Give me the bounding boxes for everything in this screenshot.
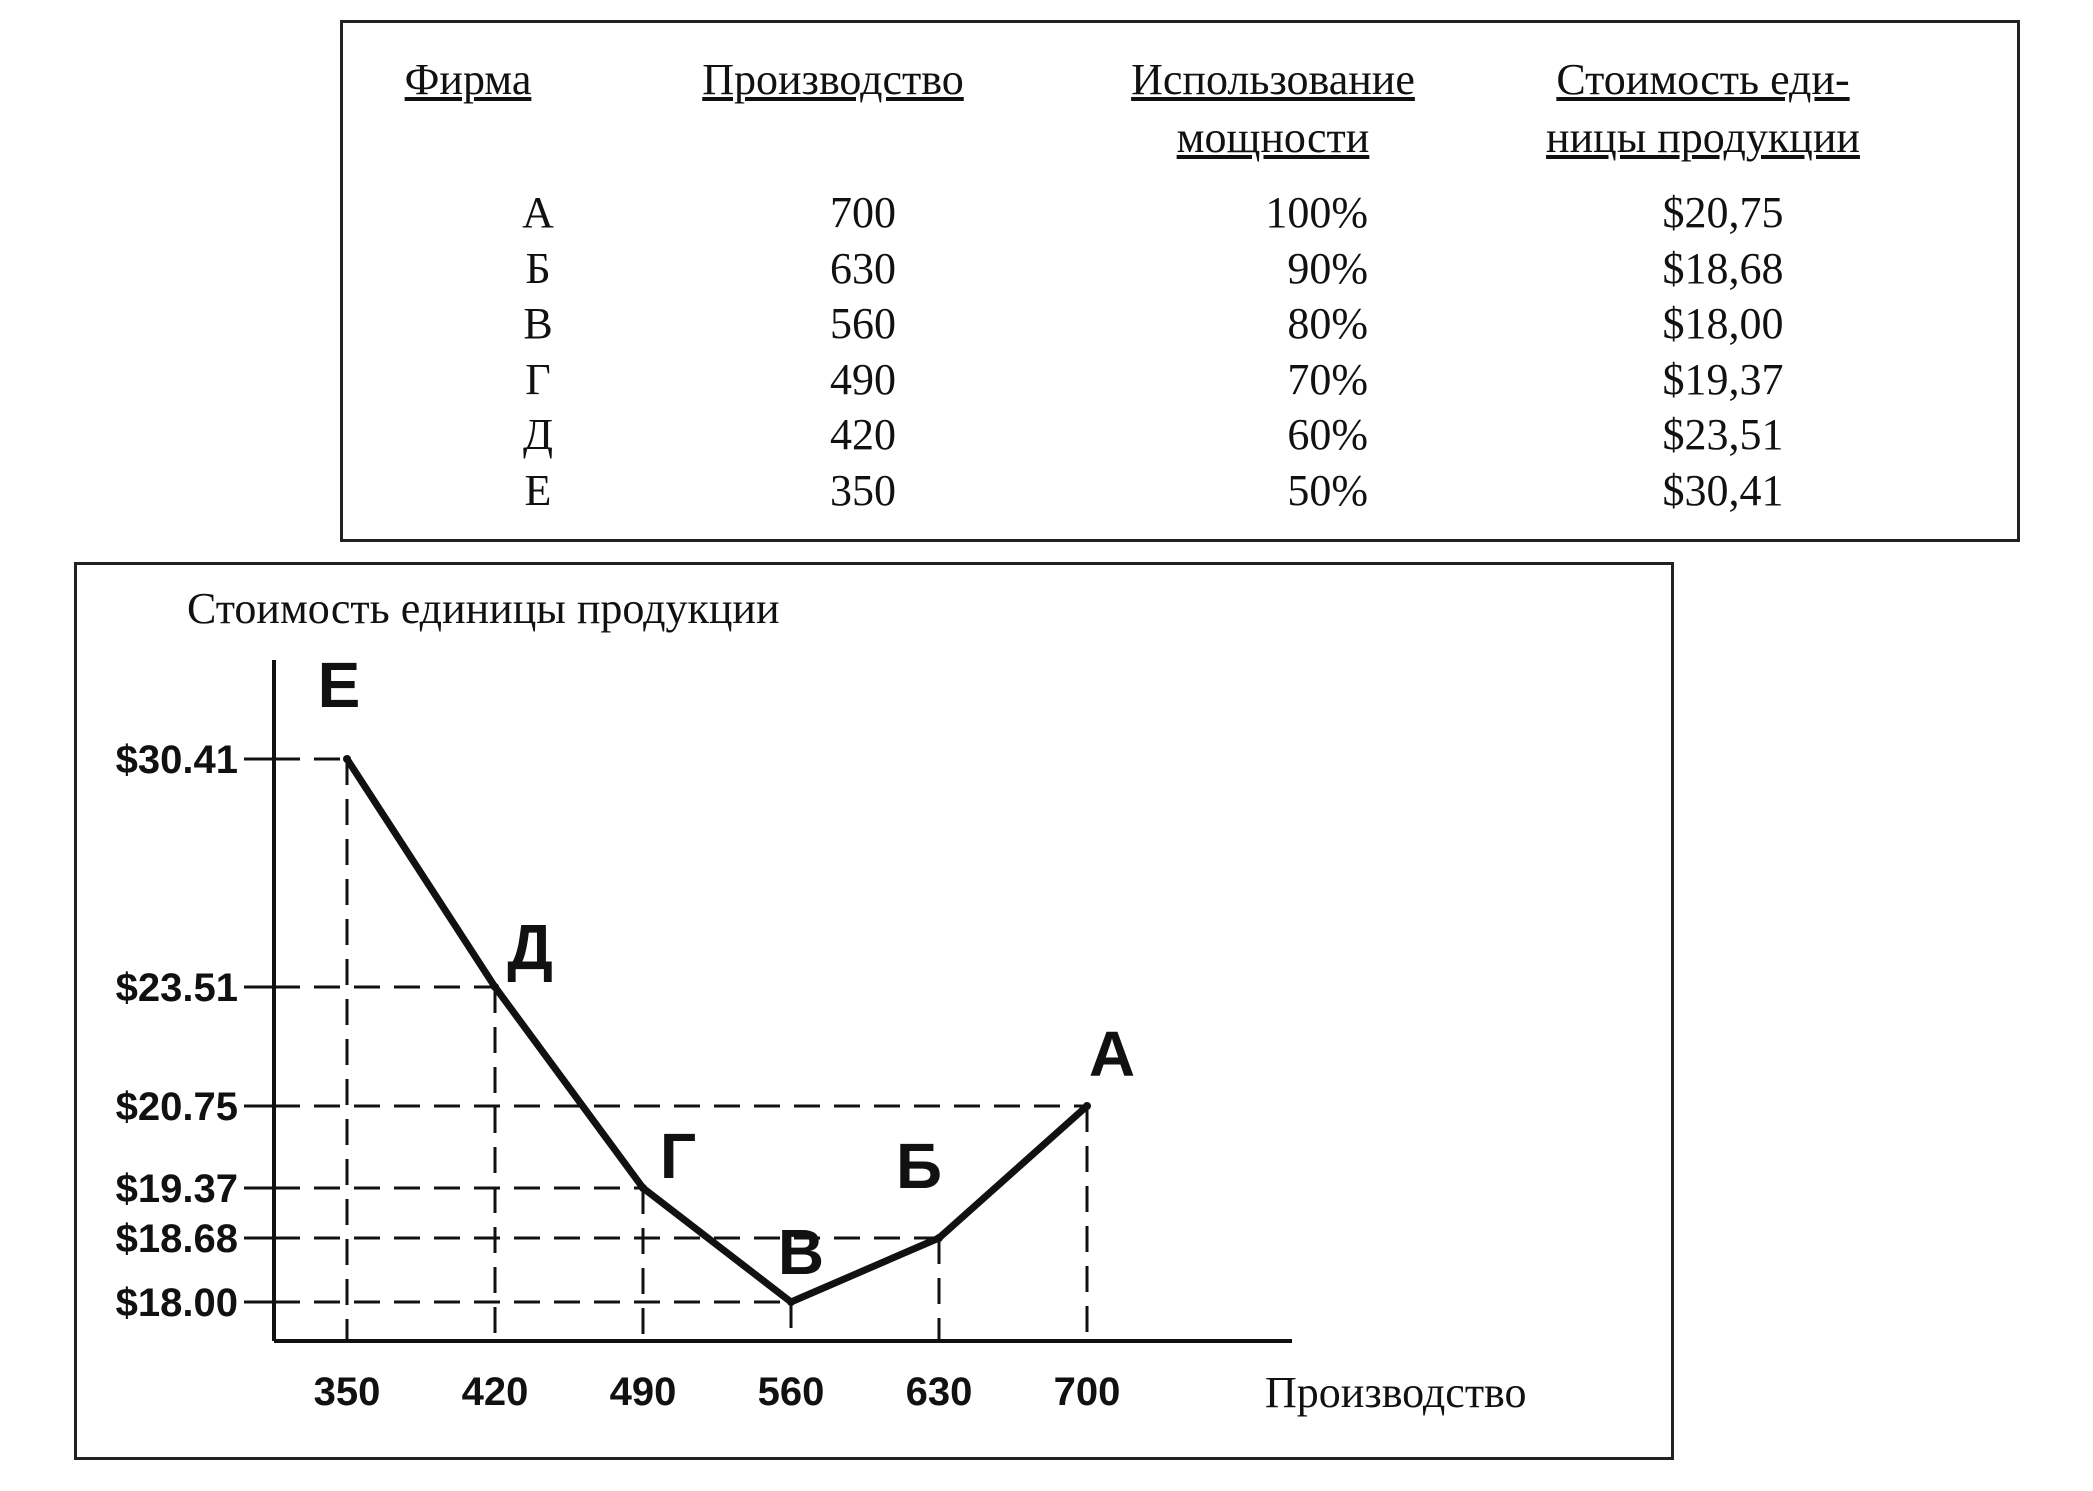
table-cell: Б <box>525 243 551 293</box>
header-unit-cost-line1: Стоимость еди- <box>1556 55 1850 104</box>
table-cell: 490 <box>830 354 896 404</box>
y-tick-label: $18.68 <box>116 1217 238 1261</box>
point-label: Д <box>507 911 553 983</box>
data-point <box>787 1298 795 1306</box>
point-label: Е <box>318 649 361 721</box>
table-cell: 50% <box>1287 465 1368 515</box>
header-production: Производство <box>673 51 993 109</box>
table-cell: Г <box>525 354 551 404</box>
table-cell: $18,68 <box>1662 243 1784 293</box>
table-cell: 70% <box>1287 354 1368 404</box>
point-label: Б <box>896 1130 942 1202</box>
cost-curve-chart: Е Д Г ВБ А $30.41 $23.51 $20.75 $19.37 $18.68 $18.… <box>116 584 1527 1417</box>
table-cell: Д <box>522 410 553 459</box>
chart-frame: Е Д Г В Б А $30.41 $23.51 $20.75 $19.37 $18.68 $18.… <box>74 562 1674 1460</box>
header-utilization: Использование мощности <box>1083 51 1463 167</box>
x-tick-label: 420 <box>462 1370 529 1414</box>
table-cell: 420 <box>830 410 896 459</box>
data-point <box>639 1184 647 1192</box>
table-cell: Е <box>524 465 552 515</box>
header-firm: Фирма <box>393 51 543 109</box>
table-cell: $20,75 <box>1662 188 1784 237</box>
header-utilization-line2: мощности <box>1176 113 1370 162</box>
data-point <box>1083 1102 1091 1110</box>
header-unit-cost-line2: ницы продукции <box>1546 113 1860 162</box>
y-axis-title: Стоимость единицы продукции <box>187 584 780 633</box>
y-tick-label: $30.41 <box>116 738 238 782</box>
point-label: А <box>1089 1018 1135 1090</box>
table-cell: $19,37 <box>1662 354 1784 404</box>
header-firm-text: Фирма <box>404 55 532 104</box>
guide-lines <box>244 757 1089 1341</box>
table-cell: 60% <box>1287 410 1368 459</box>
table-cell: 630 <box>830 243 896 293</box>
data-point <box>343 755 351 763</box>
y-tick-label: $18.00 <box>116 1281 238 1325</box>
table-cell: 700 <box>830 188 896 237</box>
x-tick-label: 630 <box>906 1370 973 1414</box>
header-unit-cost: Стоимость еди- ницы продукции <box>1503 51 1903 167</box>
header-utilization-line1: Использование <box>1131 55 1415 104</box>
table-cell: $30,41 <box>1662 465 1784 515</box>
table-cell: А <box>522 188 554 237</box>
table-cell: 350 <box>830 465 896 515</box>
header-production-text: Производство <box>702 55 964 104</box>
table-cell: 90% <box>1287 243 1368 293</box>
data-point <box>935 1234 943 1242</box>
data-point <box>491 983 499 991</box>
point-label: Г <box>660 1120 696 1192</box>
y-tick-label: $23.51 <box>116 966 238 1010</box>
x-tick-label: 560 <box>758 1370 825 1414</box>
table-cell: $18,00 <box>1662 299 1784 348</box>
point-label: В <box>778 1216 824 1288</box>
table-cell: 80% <box>1287 299 1368 348</box>
table-cell: 560 <box>830 299 896 348</box>
x-tick-label: 490 <box>610 1370 677 1414</box>
y-tick-label: $20.75 <box>116 1085 238 1129</box>
x-tick-label: 700 <box>1054 1370 1121 1414</box>
data-table: Фирма Производство Использование мощност… <box>340 20 2020 542</box>
cost-curve-line <box>344 757 1090 1306</box>
table-cell: В <box>523 299 553 348</box>
table-cell: $23,51 <box>1662 410 1784 459</box>
x-tick-label: 350 <box>314 1370 381 1414</box>
table-cell: 100% <box>1265 188 1368 237</box>
x-axis-title: Производство <box>1265 1368 1527 1417</box>
y-tick-label: $19.37 <box>116 1167 238 1211</box>
